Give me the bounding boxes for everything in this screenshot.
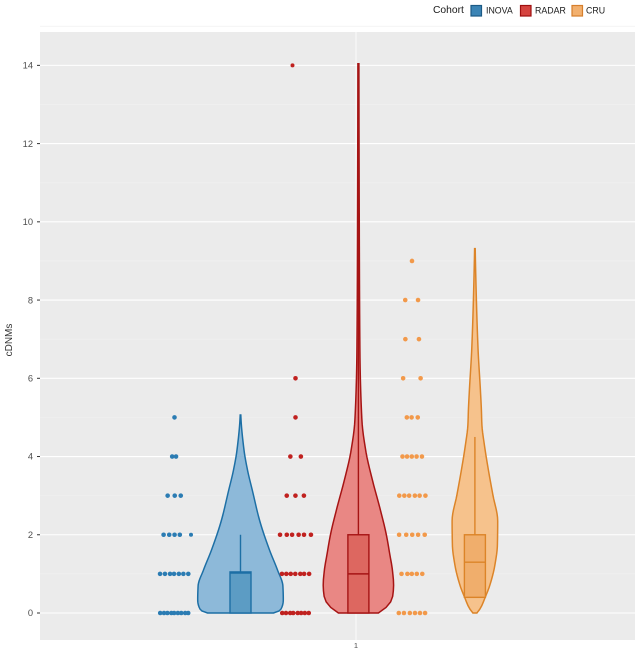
svg-text:8: 8 bbox=[28, 295, 33, 305]
svg-text:4: 4 bbox=[28, 452, 33, 462]
svg-text:Cohort: Cohort bbox=[433, 5, 464, 16]
svg-text:10: 10 bbox=[23, 217, 33, 227]
svg-text:12: 12 bbox=[23, 139, 33, 149]
svg-text:0: 0 bbox=[28, 608, 33, 618]
svg-text:1: 1 bbox=[354, 641, 358, 650]
svg-text:RADAR: RADAR bbox=[535, 6, 566, 16]
svg-text:INOVA: INOVA bbox=[486, 6, 513, 16]
svg-text:cDNMs: cDNMs bbox=[4, 324, 15, 357]
svg-text:CRU: CRU bbox=[586, 6, 605, 16]
svg-text:14: 14 bbox=[23, 61, 33, 71]
svg-text:2: 2 bbox=[28, 530, 33, 540]
svg-text:6: 6 bbox=[28, 374, 33, 384]
